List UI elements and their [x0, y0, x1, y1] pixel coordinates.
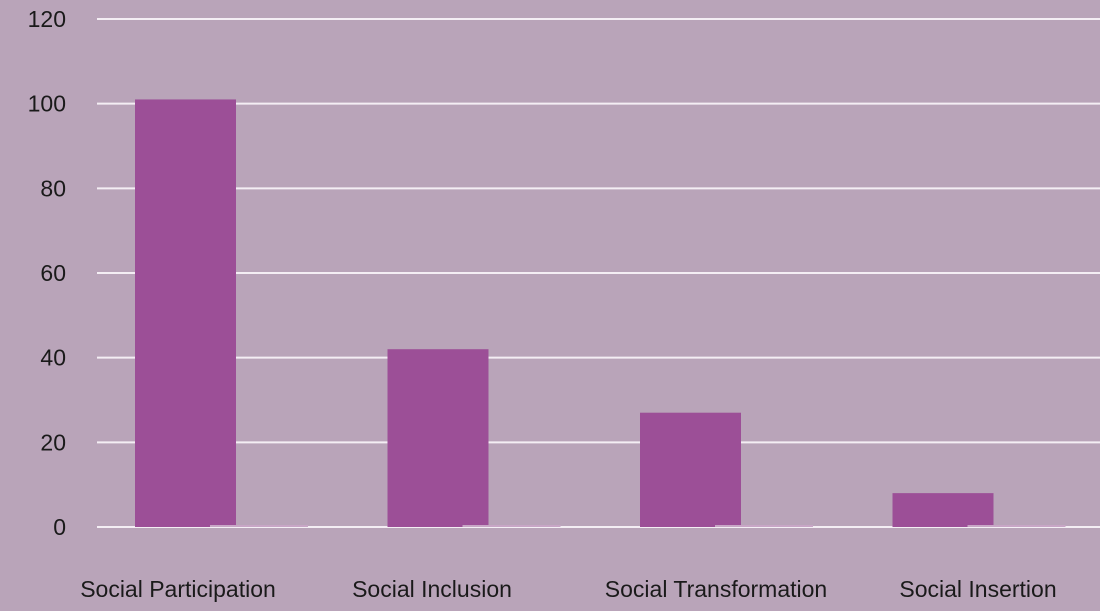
y-tick-label-120: 120 [28, 6, 66, 32]
x-tick-label-0: Social Participation [80, 576, 276, 602]
gridlines [97, 18, 1100, 528]
y-tick-label-0: 0 [53, 514, 66, 540]
bar-series-1-2 [640, 412, 741, 527]
bar-series-1-1 [387, 349, 489, 527]
y-tick-label-100: 100 [28, 91, 66, 117]
bar-series-2-2 [715, 525, 813, 527]
x-tick-label-1: Social Inclusion [352, 576, 512, 602]
bar-series-2-0 [210, 525, 308, 527]
x-tick-label-2: Social Transformation [605, 576, 827, 602]
bar-series-1-3 [892, 493, 994, 527]
bars [135, 99, 1066, 527]
x-tick-label-3: Social Insertion [899, 576, 1056, 602]
bar-series-2-3 [967, 525, 1066, 527]
x-axis-tick-labels: Social Participation Social Inclusion Soci… [80, 576, 1056, 602]
bar-series-1-0 [135, 99, 236, 527]
y-tick-label-80: 80 [40, 175, 66, 201]
y-tick-label-60: 60 [40, 260, 66, 286]
y-axis-tick-labels: 0 20 40 60 80 100 120 [28, 6, 66, 540]
y-tick-label-20: 20 [40, 429, 66, 455]
bar-series-2-1 [462, 525, 561, 527]
y-tick-label-40: 40 [40, 345, 66, 371]
